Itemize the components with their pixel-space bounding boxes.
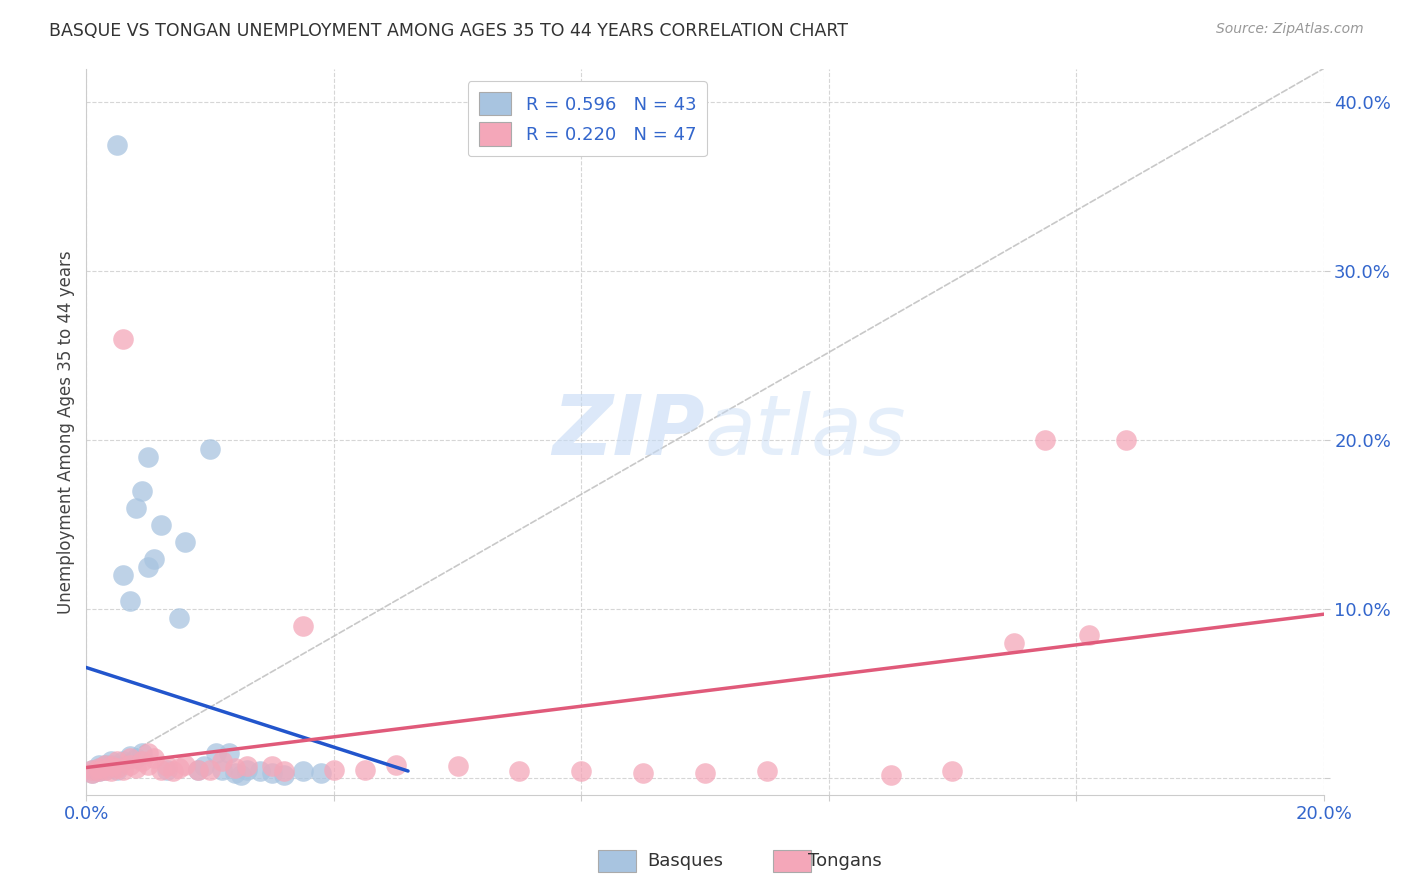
- Point: [229, 768, 252, 782]
- Point: [508, 764, 530, 779]
- Point: [167, 610, 190, 624]
- Point: [87, 764, 110, 779]
- Point: [100, 754, 122, 768]
- Point: [87, 761, 110, 775]
- Point: [143, 751, 166, 765]
- Point: [311, 766, 333, 780]
- Point: [136, 757, 159, 772]
- Point: [260, 759, 283, 773]
- Point: [156, 763, 179, 777]
- Point: [118, 593, 141, 607]
- Point: [125, 500, 148, 515]
- Point: [224, 761, 246, 775]
- Point: [82, 763, 104, 777]
- Point: [941, 764, 963, 779]
- Text: Tongans: Tongans: [808, 852, 882, 870]
- Point: [87, 757, 110, 772]
- Point: [112, 332, 135, 346]
- Point: [136, 560, 159, 574]
- Point: [125, 761, 148, 775]
- Point: [211, 763, 233, 777]
- Point: [569, 764, 592, 779]
- Point: [136, 746, 159, 760]
- Point: [105, 137, 128, 152]
- Point: [249, 764, 271, 779]
- Point: [260, 766, 283, 780]
- Point: [273, 764, 295, 779]
- Point: [693, 766, 716, 780]
- Point: [1115, 434, 1137, 448]
- Point: [291, 764, 314, 779]
- Point: [1033, 434, 1056, 448]
- Point: [94, 757, 117, 772]
- Point: [446, 759, 468, 773]
- Point: [131, 746, 153, 760]
- Point: [87, 761, 110, 775]
- Y-axis label: Unemployment Among Ages 35 to 44 years: Unemployment Among Ages 35 to 44 years: [58, 250, 75, 614]
- Point: [236, 759, 259, 773]
- Point: [112, 763, 135, 777]
- Point: [353, 763, 375, 777]
- Text: BASQUE VS TONGAN UNEMPLOYMENT AMONG AGES 35 TO 44 YEARS CORRELATION CHART: BASQUE VS TONGAN UNEMPLOYMENT AMONG AGES…: [49, 22, 848, 40]
- Point: [879, 768, 901, 782]
- Point: [82, 763, 104, 777]
- Point: [205, 746, 228, 760]
- Point: [112, 754, 135, 768]
- Point: [94, 763, 117, 777]
- Text: Basques: Basques: [647, 852, 723, 870]
- Point: [156, 759, 179, 773]
- Point: [384, 757, 406, 772]
- Point: [322, 763, 344, 777]
- Point: [105, 759, 128, 773]
- Text: ZIP: ZIP: [553, 392, 704, 472]
- Point: [94, 759, 117, 773]
- Point: [118, 749, 141, 764]
- Point: [149, 517, 172, 532]
- Point: [1077, 627, 1099, 641]
- Text: Source: ZipAtlas.com: Source: ZipAtlas.com: [1216, 22, 1364, 37]
- Point: [291, 619, 314, 633]
- Point: [1002, 636, 1025, 650]
- Point: [131, 483, 153, 498]
- Point: [193, 759, 215, 773]
- Point: [631, 766, 654, 780]
- Point: [100, 761, 122, 775]
- Point: [236, 763, 259, 777]
- Point: [118, 751, 141, 765]
- Point: [94, 757, 117, 772]
- Point: [105, 761, 128, 775]
- Point: [131, 754, 153, 768]
- Point: [162, 764, 184, 779]
- Point: [167, 761, 190, 775]
- Point: [224, 766, 246, 780]
- Point: [174, 757, 197, 772]
- Point: [273, 768, 295, 782]
- Point: [187, 763, 209, 777]
- Point: [100, 757, 122, 772]
- Point: [198, 763, 221, 777]
- Point: [105, 763, 128, 777]
- Point: [100, 759, 122, 773]
- Point: [82, 766, 104, 780]
- Point: [211, 754, 233, 768]
- Point: [100, 764, 122, 779]
- Point: [174, 534, 197, 549]
- Point: [105, 754, 128, 768]
- Point: [112, 568, 135, 582]
- Point: [125, 751, 148, 765]
- Point: [218, 746, 240, 760]
- Point: [755, 764, 778, 779]
- Point: [198, 442, 221, 456]
- Point: [87, 764, 110, 779]
- Text: atlas: atlas: [704, 392, 907, 472]
- Legend: R = 0.596   N = 43, R = 0.220   N = 47: R = 0.596 N = 43, R = 0.220 N = 47: [468, 81, 707, 156]
- Point: [187, 763, 209, 777]
- Point: [149, 763, 172, 777]
- Point: [143, 551, 166, 566]
- Point: [82, 766, 104, 780]
- Point: [94, 763, 117, 777]
- Point: [136, 450, 159, 464]
- Point: [118, 757, 141, 772]
